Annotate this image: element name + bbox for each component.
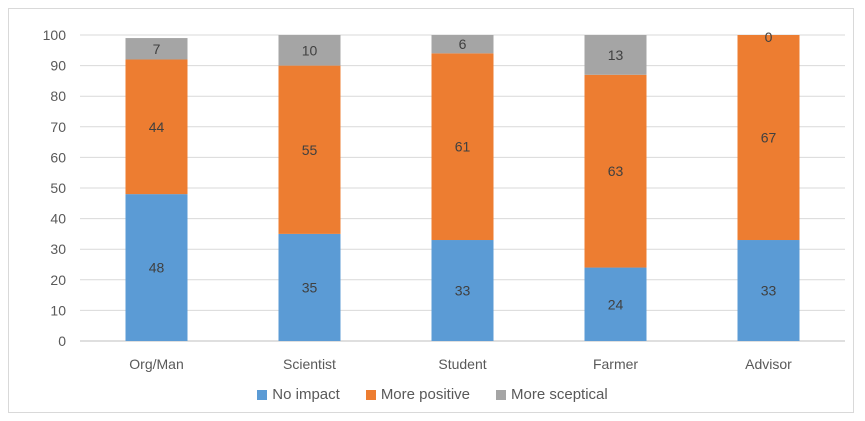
y-tick-label: 60 xyxy=(50,149,66,165)
data-label: 10 xyxy=(302,42,318,58)
y-tick-label: 80 xyxy=(50,88,66,104)
data-label: 0 xyxy=(765,29,773,45)
legend-item-more-positive: More positive xyxy=(365,386,471,403)
data-label: 13 xyxy=(608,47,624,63)
legend-swatch xyxy=(257,389,268,400)
legend: No impact More positive More sceptical xyxy=(0,386,865,403)
x-tick-label: Farmer xyxy=(593,356,638,372)
data-label: 55 xyxy=(302,142,318,158)
x-axis-tick-labels: Org/Man Scientist Student Farmer Advisor xyxy=(129,356,792,372)
y-axis-tick-labels: 0 10 20 30 40 50 60 70 80 90 100 xyxy=(43,27,67,349)
bar-segment xyxy=(431,35,494,54)
legend-swatch xyxy=(365,389,376,400)
y-tick-label: 100 xyxy=(43,27,67,43)
bar-segment xyxy=(584,267,647,341)
data-label: 63 xyxy=(608,163,624,179)
data-label: 33 xyxy=(761,283,777,299)
bar-segment xyxy=(737,35,800,241)
y-tick-label: 40 xyxy=(50,211,66,227)
x-tick-label: Org/Man xyxy=(129,356,183,372)
legend-label: No impact xyxy=(272,386,340,403)
data-label: 35 xyxy=(302,279,318,295)
bar-segments xyxy=(125,35,800,341)
bar-segment xyxy=(125,59,188,195)
legend-label: More positive xyxy=(380,386,471,403)
y-tick-label: 0 xyxy=(58,333,66,349)
bar-segment xyxy=(431,53,494,241)
y-tick-label: 10 xyxy=(50,302,66,318)
bar-segment xyxy=(584,35,647,75)
data-labels: 48 44 7 35 55 10 33 61 6 24 63 13 33 67 0 xyxy=(149,29,777,312)
bar-segment xyxy=(125,194,188,341)
x-tick-label: Advisor xyxy=(745,356,792,372)
data-label: 67 xyxy=(761,130,777,146)
x-tick-label: Scientist xyxy=(283,356,336,372)
data-label: 44 xyxy=(149,119,165,135)
y-tick-label: 70 xyxy=(50,119,66,135)
data-label: 24 xyxy=(608,296,624,312)
data-label: 6 xyxy=(459,36,467,52)
legend-label: More sceptical xyxy=(511,386,608,403)
y-tick-label: 90 xyxy=(50,58,66,74)
bar-segment xyxy=(584,74,647,268)
legend-item-more-sceptical: More sceptical xyxy=(496,386,608,403)
data-label: 61 xyxy=(455,139,471,155)
y-tick-label: 50 xyxy=(50,180,66,196)
bar-segment xyxy=(278,65,341,234)
bar-segment xyxy=(125,38,188,60)
data-label: 48 xyxy=(149,260,165,276)
legend-swatch xyxy=(496,389,507,400)
x-tick-label: Student xyxy=(438,356,486,372)
bar-segment xyxy=(278,233,341,341)
y-tick-label: 30 xyxy=(50,241,66,257)
data-label: 7 xyxy=(153,41,161,57)
bar-segment xyxy=(431,240,494,341)
bar-segment xyxy=(278,35,341,66)
y-tick-label: 20 xyxy=(50,272,66,288)
legend-item-no-impact: No impact xyxy=(257,386,340,403)
bar-segment xyxy=(737,240,800,341)
data-label: 33 xyxy=(455,283,471,299)
